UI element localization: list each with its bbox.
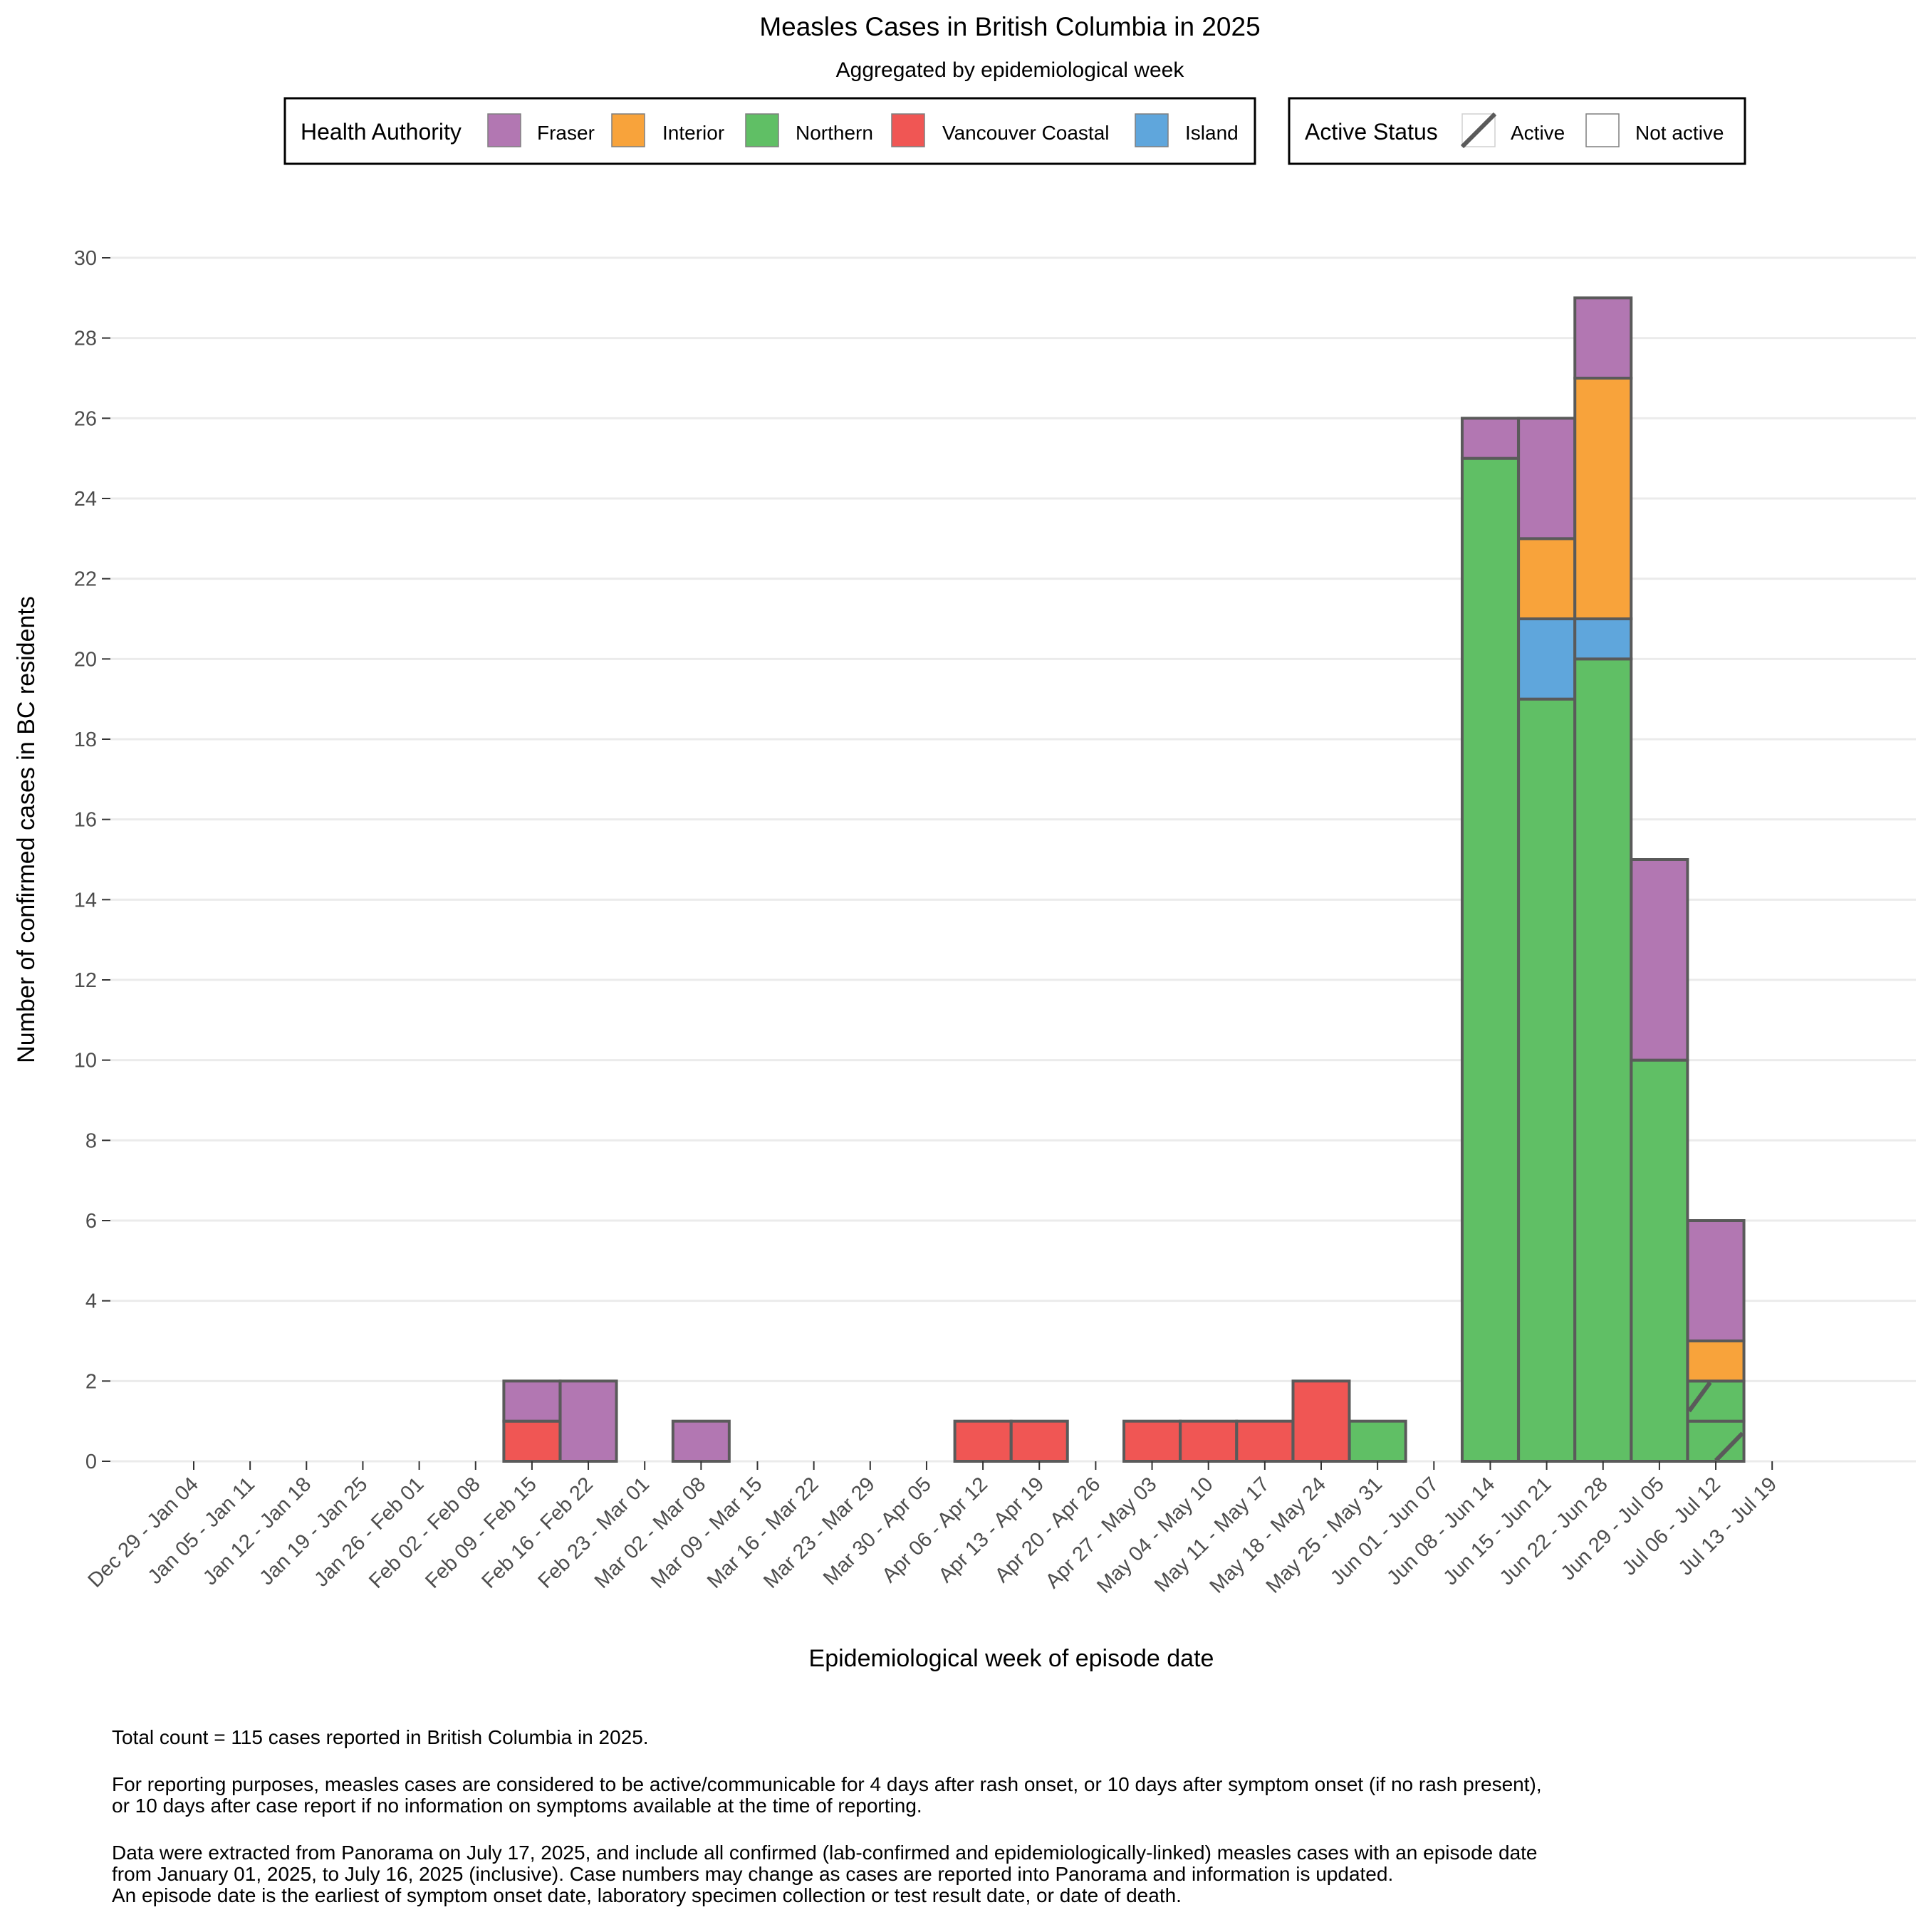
footnote-data-line-3: An episode date is the earliest of sympt… <box>112 1884 1182 1906</box>
legend-area: Health Authority Fraser Interior Northern Va… <box>283 97 1746 165</box>
y-tick-label: 8 <box>85 1129 97 1152</box>
active-hatch-line <box>1687 1381 1712 1413</box>
y-tick-label: 0 <box>85 1451 97 1473</box>
footnote-total-text: Total count = 115 cases reported in Brit… <box>112 1726 649 1748</box>
measles-stacked-bar-chart: Measles Cases in British Columbia in 202… <box>13 12 1916 1672</box>
y-tick-label: 12 <box>74 969 97 992</box>
bar-segment-vancouver-coastal <box>502 1419 562 1463</box>
legend-label-active: Active <box>1511 122 1565 144</box>
legend-swatch-vancouver-coastal <box>891 113 925 147</box>
y-tick-label: 2 <box>85 1370 97 1393</box>
bar-segment-fraser <box>1517 417 1577 541</box>
y-tick-label: 26 <box>74 407 97 430</box>
x-tick-label: Jul 06 - Jul 12 <box>1618 1473 1725 1579</box>
legend-active-status-title: Active Status <box>1305 119 1438 145</box>
y-tick-label: 24 <box>74 488 97 511</box>
y-tick-label: 20 <box>74 648 97 671</box>
y-tick-label: 14 <box>74 889 97 912</box>
legend-label-vancouver-coastal: Vancouver Coastal <box>942 122 1110 144</box>
bar-segment-fraser <box>1686 1219 1746 1342</box>
legend-label-interior: Interior <box>662 122 724 144</box>
x-tick-label: Jul 13 - Jul 19 <box>1674 1473 1781 1579</box>
footnote-active-line-2: or 10 days after case report if no infor… <box>112 1795 922 1817</box>
bar-segment-vancouver-coastal <box>1235 1419 1295 1463</box>
y-tick-label: 4 <box>85 1290 97 1313</box>
y-tick-label: 16 <box>74 809 97 832</box>
legend-label-northern: Northern <box>796 122 873 144</box>
y-tick-label: 30 <box>74 247 97 270</box>
legend-active-hatch-line <box>1460 112 1497 149</box>
y-tick-label: 28 <box>74 328 97 350</box>
footnote-data-line-2: from January 01, 2025, to July 16, 2025 … <box>112 1863 1394 1885</box>
bar-segment-fraser <box>502 1379 562 1423</box>
bar-segment-northern <box>1630 1058 1689 1463</box>
legend-swatch-island <box>1135 113 1169 147</box>
y-tick-label: 6 <box>85 1210 97 1233</box>
bar-segment-vancouver-coastal <box>1122 1419 1182 1463</box>
bar-segment-fraser <box>1573 296 1633 380</box>
legend-swatch-northern <box>745 113 779 147</box>
bar-segment-vancouver-coastal <box>1291 1379 1351 1463</box>
legend-label-fraser: Fraser <box>537 122 595 144</box>
y-axis-title: Number of confirmed cases in BC resident… <box>13 596 40 1063</box>
y-tick-label: 18 <box>74 729 97 751</box>
bar-segment-northern <box>1517 697 1577 1463</box>
x-axis-title: Epidemiological week of episode date <box>809 1645 1214 1672</box>
legend-health-authority-title: Health Authority <box>301 119 462 145</box>
bar-segment-island <box>1517 617 1577 701</box>
bar-segment-vancouver-coastal <box>1009 1419 1069 1463</box>
bar-segment-interior <box>1573 377 1633 620</box>
x-tick-label: Jun 29 - Jul 05 <box>1557 1473 1669 1584</box>
legend-label-not-active: Not active <box>1635 122 1724 144</box>
footnotes: Total count = 115 cases reported in Brit… <box>112 1727 1892 1932</box>
footnote-total: Total count = 115 cases reported in Brit… <box>112 1727 1892 1748</box>
bars <box>502 296 1746 1463</box>
bar-segment-northern <box>1460 456 1520 1463</box>
legend-swatch-fraser <box>487 113 521 147</box>
bar-segment-fraser <box>558 1379 618 1463</box>
bar-segment-northern <box>1348 1419 1407 1463</box>
y-tick-label: 10 <box>74 1050 97 1072</box>
legend-swatch-not-active <box>1585 113 1620 147</box>
bar-segment-vancouver-coastal <box>953 1419 1013 1463</box>
active-hatch-line <box>1714 1431 1744 1463</box>
y-tick-label: 22 <box>74 568 97 591</box>
footnote-data-source: Data were extracted from Panorama on Jul… <box>112 1842 1892 1906</box>
footnote-active-definition: For reporting purposes, measles cases ar… <box>112 1774 1892 1817</box>
legend-swatch-interior <box>611 113 645 147</box>
bar-segment-northern <box>1573 657 1633 1463</box>
bar-segment-interior <box>1686 1340 1746 1383</box>
bar-segment-fraser <box>1630 858 1689 1062</box>
chart-subtitle: Aggregated by epidemiological week <box>836 58 1185 82</box>
footnote-active-line-1: For reporting purposes, measles cases ar… <box>112 1773 1542 1795</box>
bar-segment-fraser <box>671 1419 731 1463</box>
bar-segment-fraser <box>1460 417 1520 460</box>
bar-segment-island <box>1573 617 1633 661</box>
legend-active-status-box <box>1288 97 1746 165</box>
bar-segment-vancouver-coastal <box>1179 1419 1239 1463</box>
chart-title: Measles Cases in British Columbia in 202… <box>759 12 1260 41</box>
legend-label-island: Island <box>1185 122 1239 144</box>
footnote-data-line-1: Data were extracted from Panorama on Jul… <box>112 1842 1538 1864</box>
bar-segment-interior <box>1517 537 1577 620</box>
